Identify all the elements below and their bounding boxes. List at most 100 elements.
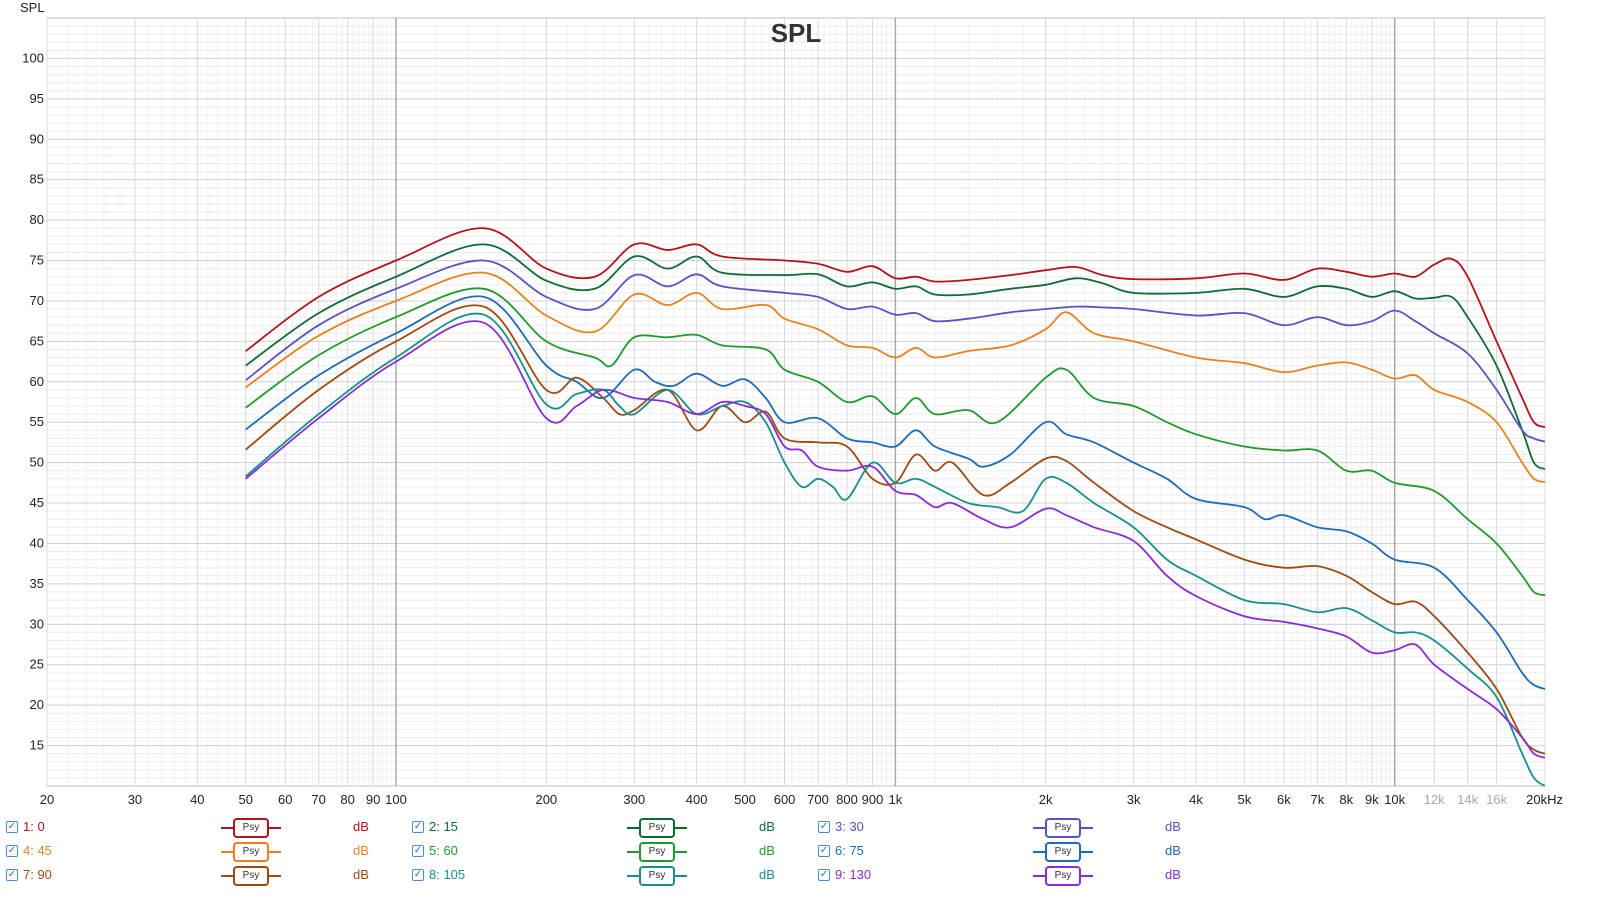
series-line-9: [245, 320, 1545, 759]
x-tick-label: 8k: [1339, 792, 1353, 807]
x-tick-label: 4k: [1189, 792, 1203, 807]
legend-item: ✓ 6: 75 Psy dB: [818, 840, 1218, 864]
legend-item: ✓ 2: 15 Psy dB: [412, 816, 812, 840]
legend-unit: dB: [759, 819, 775, 834]
x-tick-label: 500: [734, 792, 756, 807]
x-tick-label: 900: [862, 792, 884, 807]
spl-chart: 15 20 25 30 35 40 45 50 55 60 65 70 75 80 85 90 95 100 20 3…: [20, 0, 1563, 807]
legend-series-name: 6: 75: [835, 843, 864, 858]
legend-series-name: 3: 30: [835, 819, 864, 834]
psy-label: Psy: [233, 866, 269, 886]
psy-label: Psy: [639, 866, 675, 886]
psy-smoothing-button[interactable]: Psy: [627, 866, 687, 886]
y-tick-label: 80: [30, 212, 44, 227]
y-tick-label: 40: [30, 535, 44, 550]
legend-unit: dB: [1165, 819, 1181, 834]
psy-label: Psy: [639, 842, 675, 862]
x-tick-label: 3k: [1127, 792, 1141, 807]
x-tick-label: 100: [385, 792, 407, 807]
psy-smoothing-button[interactable]: Psy: [627, 818, 687, 838]
legend-item: ✓ 5: 60 Psy dB: [412, 840, 812, 864]
x-tick-label: 10k: [1384, 792, 1405, 807]
legend-item: ✓ 4: 45 Psy dB: [6, 840, 406, 864]
x-tick-label: 40: [190, 792, 204, 807]
series-line-1: [245, 227, 1545, 428]
x-tick-label: 200: [535, 792, 557, 807]
visibility-checkbox[interactable]: ✓: [818, 869, 830, 881]
y-tick-label: 75: [30, 253, 44, 268]
x-tick-label: 800: [836, 792, 858, 807]
y-tick-label: 25: [30, 657, 44, 672]
visibility-checkbox[interactable]: ✓: [6, 821, 18, 833]
y-tick-label: 60: [30, 374, 44, 389]
legend-series-name: 9: 130: [835, 867, 872, 882]
x-tick-label: 400: [686, 792, 708, 807]
x-tick-label: 9k: [1365, 792, 1379, 807]
visibility-checkbox[interactable]: ✓: [818, 845, 830, 857]
psy-smoothing-button[interactable]: Psy: [221, 866, 281, 886]
psy-smoothing-button[interactable]: Psy: [627, 842, 687, 862]
legend-series-name: 8: 105: [429, 867, 466, 882]
psy-smoothing-button[interactable]: Psy: [221, 842, 281, 862]
x-tick-label: 600: [774, 792, 796, 807]
psy-label: Psy: [233, 842, 269, 862]
x-tick-label: 1k: [888, 792, 902, 807]
legend-series-name: 5: 60: [429, 843, 458, 858]
x-tick-label: 14k: [1457, 792, 1478, 807]
y-tick-label: 90: [30, 131, 44, 146]
series-line-5: [245, 287, 1545, 597]
x-tick-label: 700: [807, 792, 829, 807]
y-tick-label: 70: [30, 293, 44, 308]
visibility-checkbox[interactable]: ✓: [6, 869, 18, 881]
legend-unit: dB: [353, 867, 369, 882]
legend-item: ✓ 9: 130 Psy dB: [818, 864, 1218, 888]
legend: ✓ 1: 0 Psy dB ✓ 2: 15 Psy dB ✓ 3: 30 Psy dB ✓ 4: 45 Ps…: [0, 812, 1600, 907]
series-line-6: [245, 295, 1545, 690]
legend-unit: dB: [1165, 843, 1181, 858]
visibility-checkbox[interactable]: ✓: [818, 821, 830, 833]
visibility-checkbox[interactable]: ✓: [412, 869, 424, 881]
psy-smoothing-button[interactable]: Psy: [221, 818, 281, 838]
psy-smoothing-button[interactable]: Psy: [1033, 818, 1093, 838]
legend-series-name: 4: 45: [23, 843, 52, 858]
legend-series-name: 7: 90: [23, 867, 52, 882]
series-line-2: [245, 243, 1545, 470]
x-tick-label: 80: [340, 792, 354, 807]
psy-smoothing-button[interactable]: Psy: [1033, 842, 1093, 862]
x-tick-label: 2k: [1039, 792, 1053, 807]
legend-unit: dB: [353, 819, 369, 834]
x-tick-label: 20: [40, 792, 54, 807]
x-tick-label: 16k: [1486, 792, 1507, 807]
y-tick-label: 35: [30, 576, 44, 591]
y-axis-label: SPL: [20, 0, 45, 15]
x-tick-label: 12k: [1424, 792, 1445, 807]
legend-item: ✓ 3: 30 Psy dB: [818, 816, 1218, 840]
y-tick-label: 20: [30, 697, 44, 712]
x-tick-label: 5k: [1238, 792, 1252, 807]
x-tick-label: 300: [623, 792, 645, 807]
y-tick-label: 45: [30, 495, 44, 510]
series-line-8: [245, 312, 1545, 786]
psy-label: Psy: [1045, 818, 1081, 838]
chart-title: SPL: [771, 18, 822, 48]
legend-unit: dB: [759, 867, 775, 882]
psy-label: Psy: [1045, 842, 1081, 862]
x-tick-label: 50: [238, 792, 252, 807]
y-tick-label: 100: [22, 50, 44, 65]
visibility-checkbox[interactable]: ✓: [6, 845, 18, 857]
x-tick-label: 90: [366, 792, 380, 807]
x-tick-label: 7k: [1310, 792, 1324, 807]
y-tick-label: 15: [30, 738, 44, 753]
series-line-7: [245, 304, 1545, 755]
legend-item: ✓ 1: 0 Psy dB: [6, 816, 406, 840]
legend-item: ✓ 8: 105 Psy dB: [412, 864, 812, 888]
x-tick-label: 6k: [1277, 792, 1291, 807]
psy-label: Psy: [1045, 866, 1081, 886]
visibility-checkbox[interactable]: ✓: [412, 845, 424, 857]
psy-label: Psy: [233, 818, 269, 838]
visibility-checkbox[interactable]: ✓: [412, 821, 424, 833]
y-tick-label: 30: [30, 616, 44, 631]
psy-smoothing-button[interactable]: Psy: [1033, 866, 1093, 886]
legend-series-name: 2: 15: [429, 819, 458, 834]
plot-area: [46, 17, 1546, 787]
